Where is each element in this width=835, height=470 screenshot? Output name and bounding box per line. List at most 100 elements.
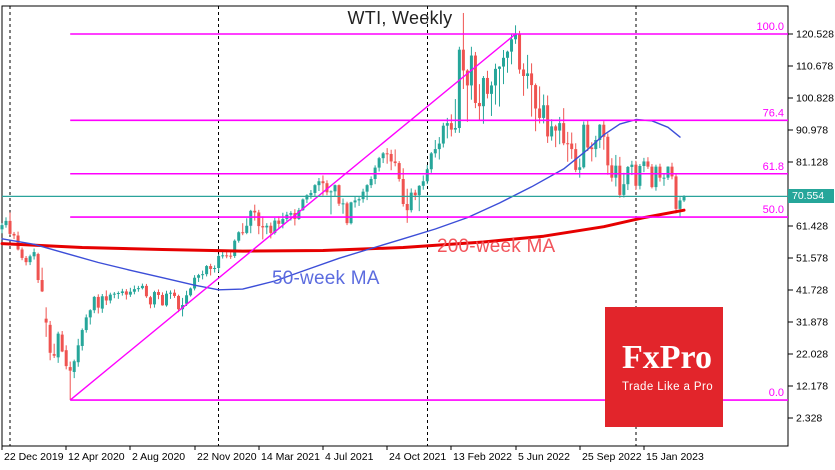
candle-body <box>8 220 12 234</box>
candle-body <box>265 225 269 228</box>
ma200-label: 200-week MA <box>437 236 556 257</box>
candle-body <box>682 196 686 201</box>
candle-body <box>465 70 469 86</box>
x-axis-label: 22 Nov 2020 <box>197 451 257 463</box>
candle-body <box>570 143 574 150</box>
candle-body <box>614 165 618 178</box>
y-axis-label: 90.978 <box>796 125 828 137</box>
x-axis-label: 22 Dec 2019 <box>4 451 64 463</box>
candle-body <box>594 139 598 150</box>
candle-body <box>273 220 277 233</box>
candle-body <box>337 185 341 204</box>
candle-body <box>0 225 4 230</box>
candle-body <box>369 178 373 186</box>
candle-body <box>124 291 128 295</box>
candle-body <box>213 267 217 269</box>
candle-body <box>197 275 201 278</box>
candle-body <box>441 125 445 144</box>
candle-body <box>586 124 590 148</box>
fibonacci-level-label: 50.0 <box>763 204 784 216</box>
candle-body <box>333 185 337 192</box>
candle-body <box>233 240 237 256</box>
candle-body <box>566 143 570 145</box>
candle-body <box>429 153 433 170</box>
y-axis-label: 22.028 <box>796 349 828 361</box>
candle-body <box>156 292 160 295</box>
candle-body <box>389 153 393 162</box>
candle-body <box>630 164 634 167</box>
candle-body <box>281 218 285 224</box>
y-axis-label: 120.528 <box>796 29 834 41</box>
x-axis-label: 14 Mar 2021 <box>261 451 320 463</box>
candle-body <box>96 296 100 308</box>
candle-body <box>76 345 80 363</box>
candle-body <box>80 330 84 346</box>
candle-body <box>530 73 534 86</box>
candle-body <box>506 51 510 58</box>
candle-body <box>626 166 630 185</box>
current-price-tag: 70.554 <box>788 189 834 203</box>
candle-body <box>497 66 501 69</box>
candle-body <box>622 184 626 195</box>
candle-body <box>578 167 582 170</box>
candle-body <box>453 127 457 130</box>
candle-body <box>510 39 514 52</box>
candle-body <box>381 153 385 159</box>
candle-body <box>329 191 333 193</box>
candle-body <box>377 158 381 168</box>
candle-body <box>201 274 205 276</box>
candle-body <box>646 161 650 167</box>
candle-body <box>473 55 477 103</box>
candle-body <box>20 249 24 258</box>
candle-body <box>485 77 489 94</box>
candle-body <box>193 277 197 289</box>
candle-body <box>173 292 177 296</box>
candle-body <box>48 324 52 353</box>
candle-body <box>140 285 144 289</box>
candle-body <box>558 123 562 131</box>
candle-body <box>229 255 233 257</box>
trendline <box>69 33 516 401</box>
candle-body <box>245 225 249 233</box>
candle-body <box>88 310 92 318</box>
candle-body <box>401 178 405 204</box>
candle-body <box>562 123 566 144</box>
candle-body <box>68 367 72 371</box>
candle-body <box>477 102 481 107</box>
candle-body <box>116 293 120 295</box>
candle-body <box>52 354 56 356</box>
candle-body <box>112 293 116 295</box>
candle-body <box>353 200 357 203</box>
candle-body <box>169 292 173 294</box>
y-axis-label: 61.428 <box>796 221 828 233</box>
y-axis-label: 12.178 <box>796 381 828 393</box>
candle-body <box>554 126 558 131</box>
candle-body <box>72 361 76 372</box>
candle-body <box>341 203 345 205</box>
candle-body <box>217 255 221 268</box>
candle-body <box>309 192 313 196</box>
candle-body <box>658 166 662 178</box>
candle-body <box>522 69 526 76</box>
x-axis-label: 4 Jul 2021 <box>325 451 374 463</box>
candle-body <box>590 147 594 150</box>
candle-body <box>345 203 349 224</box>
candle-body <box>654 166 658 188</box>
candle-body <box>602 124 606 137</box>
candle-body <box>221 255 225 257</box>
ma50-line <box>1 118 681 291</box>
candle-body <box>128 291 132 295</box>
candle-body <box>64 350 68 367</box>
candle-body <box>678 200 682 209</box>
fibonacci-level-label: 76.4 <box>763 107 784 119</box>
candle-body <box>297 210 301 219</box>
fxpro-slogan: Trade Like a Pro <box>622 381 713 393</box>
candle-body <box>164 293 168 306</box>
candle-body <box>152 292 156 305</box>
x-axis-label: 2 Aug 2020 <box>132 451 185 463</box>
candle-body <box>209 266 213 269</box>
candle-body <box>397 163 401 179</box>
candle-body <box>634 164 638 186</box>
candle-body <box>241 232 245 234</box>
